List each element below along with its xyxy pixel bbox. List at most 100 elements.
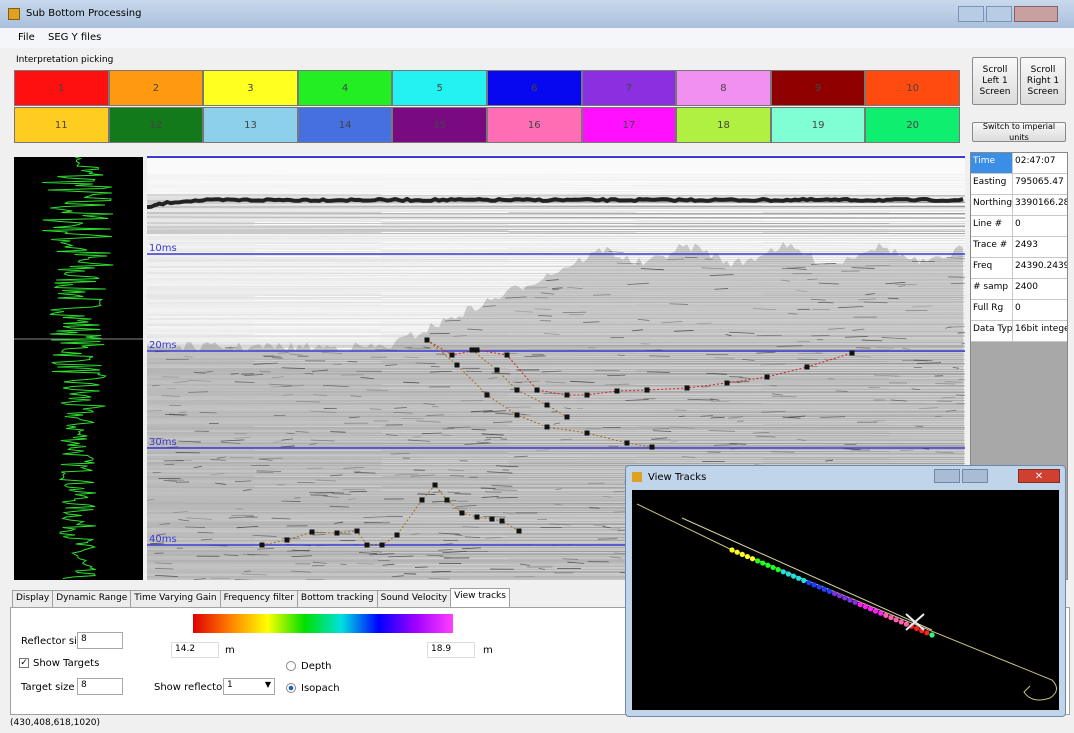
reflector-texture xyxy=(147,448,965,451)
noise-streak xyxy=(861,339,883,342)
pick-button[interactable]: 11 xyxy=(14,107,109,143)
pick-button[interactable]: 19 xyxy=(770,107,866,143)
show-reflector-value: 1 xyxy=(227,680,233,690)
reflector-texture xyxy=(147,180,965,181)
noise-streak xyxy=(756,435,776,438)
tab[interactable]: Bottom tracking xyxy=(296,590,378,608)
pick-button[interactable]: 7 xyxy=(581,70,677,106)
depth-radio[interactable] xyxy=(286,661,296,671)
noise-streak xyxy=(815,352,822,354)
pick-button[interactable]: 5 xyxy=(392,70,487,106)
info-value: 24390.24390 xyxy=(1015,261,1067,271)
reflector-texture xyxy=(147,439,965,442)
noise-streak xyxy=(295,400,320,403)
tab[interactable]: Sound Velocity xyxy=(376,590,452,608)
tab[interactable]: Time Varying Gain xyxy=(130,590,221,608)
track-target xyxy=(862,604,868,610)
noise-streak xyxy=(951,282,965,285)
pick-button[interactable]: 1 xyxy=(14,70,109,106)
pick-button[interactable]: 3 xyxy=(203,70,298,106)
pick-button[interactable]: 15 xyxy=(392,107,487,143)
noise-streak xyxy=(554,503,563,506)
show-reflector-select[interactable]: 1 ▼ xyxy=(223,678,275,695)
noise-streak xyxy=(918,407,938,410)
pick-button[interactable]: 14 xyxy=(297,107,393,143)
reflector-texture xyxy=(147,438,965,441)
pick-button[interactable]: 17 xyxy=(581,107,677,143)
isopach-radio[interactable] xyxy=(286,683,296,693)
maximize-button[interactable] xyxy=(986,6,1012,22)
track-target xyxy=(852,599,858,605)
minimize-button[interactable] xyxy=(958,6,984,22)
close-button[interactable]: ✕ xyxy=(1018,469,1060,483)
max-input[interactable]: 18.9 xyxy=(427,642,475,658)
noise-streak xyxy=(519,563,531,566)
pick-button[interactable]: 6 xyxy=(487,70,582,106)
noise-streak xyxy=(369,553,395,556)
pick-button[interactable]: 4 xyxy=(297,70,393,106)
pick-line xyxy=(426,339,853,396)
menu-bar: File SEG Y files xyxy=(0,28,1074,48)
noise-streak xyxy=(456,504,477,508)
noise-streak xyxy=(422,432,442,435)
noise-streak xyxy=(706,372,727,375)
tab[interactable]: Dynamic Range xyxy=(52,590,132,608)
pick-button[interactable]: 12 xyxy=(108,107,204,143)
menu-item[interactable]: File xyxy=(18,32,35,43)
noise-streak xyxy=(701,267,726,270)
noise-streak xyxy=(253,362,278,365)
units-button[interactable]: Switch to imperial units xyxy=(972,122,1066,142)
pick-button[interactable]: 16 xyxy=(487,107,582,143)
maximize-button[interactable] xyxy=(962,469,988,483)
pick-button[interactable]: 2 xyxy=(108,70,204,106)
tab[interactable]: Frequency filter xyxy=(219,590,298,608)
pick-line xyxy=(261,484,520,546)
pick-point xyxy=(354,528,360,534)
info-row: Northing 3390166.28 xyxy=(971,195,1067,216)
noise-streak xyxy=(410,474,435,477)
pick-button[interactable]: 20 xyxy=(865,107,960,143)
pick-button[interactable]: 10 xyxy=(865,70,960,106)
noise-streak xyxy=(946,257,965,260)
target-size-input[interactable]: 8 xyxy=(77,678,123,695)
tab[interactable]: Display xyxy=(12,590,54,608)
max-unit: m xyxy=(483,645,493,656)
pick-point xyxy=(459,510,465,516)
pick-point xyxy=(584,392,590,398)
noise-streak xyxy=(669,426,695,429)
noise-streak xyxy=(541,370,562,373)
pick-button[interactable]: 18 xyxy=(676,107,771,143)
info-row: # samp 2400 xyxy=(971,279,1067,300)
pick-button[interactable]: 8 xyxy=(676,70,771,106)
noise-streak xyxy=(185,517,212,520)
pick-button[interactable]: 9 xyxy=(770,70,866,106)
pick-point xyxy=(364,542,370,548)
menu-item[interactable]: SEG Y files xyxy=(48,32,102,43)
noise-streak xyxy=(608,250,624,253)
noise-streak xyxy=(538,315,553,317)
noise-streak xyxy=(911,305,933,308)
scroll-left-button[interactable]: Scroll Left 1 Screen xyxy=(972,57,1018,105)
reflector-texture xyxy=(147,222,965,225)
scroll-right-button[interactable]: Scroll Right 1 Screen xyxy=(1020,57,1066,105)
close-button[interactable] xyxy=(1014,6,1058,22)
track-target xyxy=(914,625,920,632)
noise-streak xyxy=(617,354,625,357)
noise-streak xyxy=(292,549,309,552)
pick-button[interactable]: 13 xyxy=(203,107,298,143)
noise-streak xyxy=(597,538,618,540)
noise-streak xyxy=(865,293,876,296)
min-input[interactable]: 14.2 xyxy=(171,642,219,658)
pick-point xyxy=(474,514,480,520)
noise-streak xyxy=(492,489,518,491)
show-targets-checkbox[interactable]: ✓ xyxy=(19,658,29,668)
noise-streak xyxy=(394,473,419,476)
reflector-size-input[interactable]: 8 xyxy=(77,632,123,649)
minimize-button[interactable] xyxy=(934,469,960,483)
noise-streak xyxy=(492,421,513,424)
noise-streak xyxy=(952,366,960,369)
noise-streak xyxy=(640,268,664,271)
noise-streak xyxy=(241,573,268,576)
depth-label: 40ms xyxy=(149,534,177,545)
